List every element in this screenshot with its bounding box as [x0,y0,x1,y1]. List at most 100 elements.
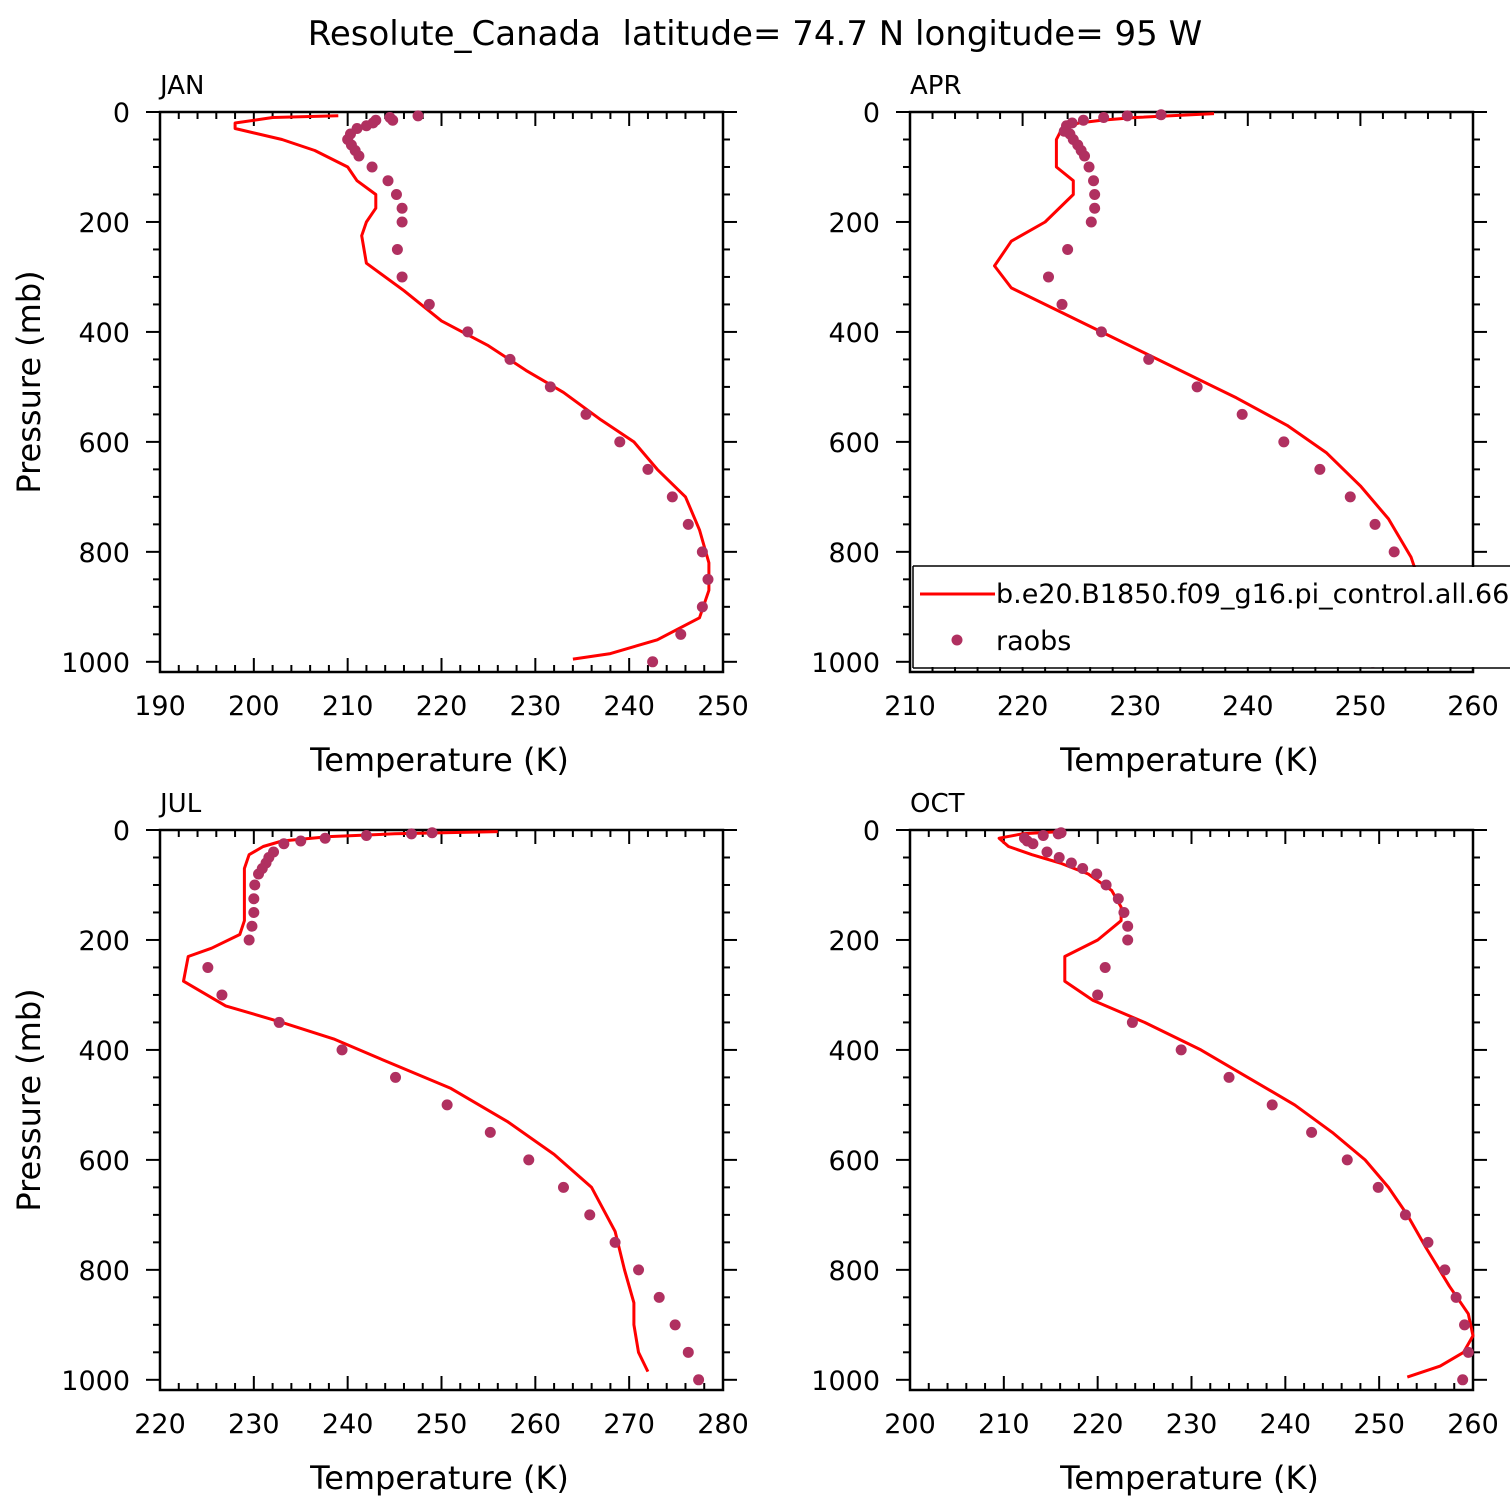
raobs-point [1052,828,1064,840]
raobs-point [1079,150,1091,162]
raobs-point [1077,114,1089,126]
raobs-point [1126,1016,1138,1028]
panels: JAN 190 200 210 220 230 240 250 0 200 400 600 800 100… [10,71,1510,1497]
x-axis-label: Temperature (K) [309,741,569,779]
raobs-point [246,920,258,932]
y-tick-label: 400 [78,318,130,349]
raobs-point [633,1264,645,1276]
x-tick-label: 260 [510,1409,562,1440]
model-series-line [997,830,1475,1379]
raobs-point [696,601,708,613]
raobs-point [396,202,408,214]
x-axis-label: Temperature (K) [309,1459,569,1497]
raobs-point [396,216,408,228]
raobs-point [682,1346,694,1358]
raobs-point [1042,271,1054,283]
raobs-point [523,1154,535,1166]
raobs-point [1314,463,1326,475]
x-tick-label: 200 [884,1409,936,1440]
raobs-point [1088,175,1100,187]
y-tick-label: 1000 [811,1366,880,1397]
x-tick-label: 240 [1260,1409,1312,1440]
raobs-point [1306,1126,1318,1138]
y-tick-label: 400 [78,1036,130,1067]
panel-label: JAN [158,71,204,101]
raobs-point [1122,934,1134,946]
raobs-point [248,906,260,918]
raobs-point [253,868,265,880]
raobs-point [1369,518,1381,530]
raobs-point [1118,906,1130,918]
raobs-point [1027,838,1039,850]
y-tick-label: 400 [828,318,880,349]
y-tick-label: 0 [863,98,880,129]
y-tick-label: 800 [828,1256,880,1287]
model-series-line [233,114,711,661]
raobs-point [1399,1209,1411,1221]
panel-label: OCT [910,789,965,819]
legend-model-label: b.e20.B1850.f09_g16.pi_control.all.66 [996,579,1509,610]
y-tick-label: 600 [828,428,880,459]
x-tick-label: 250 [1353,1409,1405,1440]
x-tick-label: 220 [997,691,1049,722]
y-tick-label: 1000 [811,648,880,679]
y-tick-label: 200 [828,208,880,239]
raobs-point [216,989,228,1001]
x-tick-label: 220 [1072,1409,1124,1440]
raobs-point [1062,243,1074,255]
y-tick-label: 600 [78,1146,130,1177]
raobs-point [1422,1236,1434,1248]
legend-obs-swatch [951,634,963,646]
y-tick-label: 1000 [61,648,130,679]
x-tick-label: 230 [1166,1409,1218,1440]
raobs-point [696,546,708,558]
raobs-point [360,120,372,132]
raobs-point [202,961,214,973]
raobs-point [1236,408,1248,420]
raobs-point [1041,846,1053,858]
y-tick-label: 800 [78,1256,130,1287]
raobs-point [702,573,714,585]
y-tick-label: 1000 [61,1366,130,1397]
raobs-point [405,828,417,840]
model-series-line [182,830,650,1373]
x-tick-label: 250 [1335,691,1387,722]
raobs-point [336,1044,348,1056]
panel-jan: JAN 190 200 210 220 230 240 250 0 200 400 600 800 100… [10,71,749,779]
raobs-point [295,835,307,847]
y-tick-label: 600 [828,1146,880,1177]
legend-obs-label: raobs [996,626,1071,657]
raobs-point [382,175,394,187]
panel-oct: OCT 200 210 220 230 240 250 260 0 200 400 600 800 100… [811,789,1498,1497]
panel-apr: APR 210 220 230 240 250 260 0 200 400 600 800 1000 Te… [811,71,1510,779]
x-axis-label: Temperature (K) [1059,1459,1319,1497]
raobs-point [1223,1071,1235,1083]
raobs-point [693,1374,705,1386]
raobs-point [682,518,694,530]
x-axis-label: Temperature (K) [1059,741,1319,779]
raobs-point [1450,1291,1462,1303]
y-tick-label: 800 [828,538,880,569]
x-tick-label: 230 [228,1409,280,1440]
x-tick-label: 250 [697,691,749,722]
x-tick-label: 260 [1447,691,1499,722]
plot-frame [158,110,725,674]
x-tick-label: 190 [134,691,186,722]
x-tick-label: 230 [510,691,562,722]
raobs-point [423,298,435,310]
raobs-point [273,1016,285,1028]
x-tick-label: 230 [1109,691,1161,722]
raobs-point [1077,862,1089,874]
raobs-point [1155,109,1167,121]
x-tick-label: 210 [978,1409,1030,1440]
raobs-point [1053,851,1065,863]
raobs-point [249,879,261,891]
raobs-point [1372,1181,1384,1193]
raobs-point [584,1209,596,1221]
panel-label: JUL [158,789,202,819]
raobs-point [1098,111,1110,123]
raobs-point [1092,989,1104,1001]
raobs-point [580,408,592,420]
x-tick-label: 260 [1447,1409,1499,1440]
